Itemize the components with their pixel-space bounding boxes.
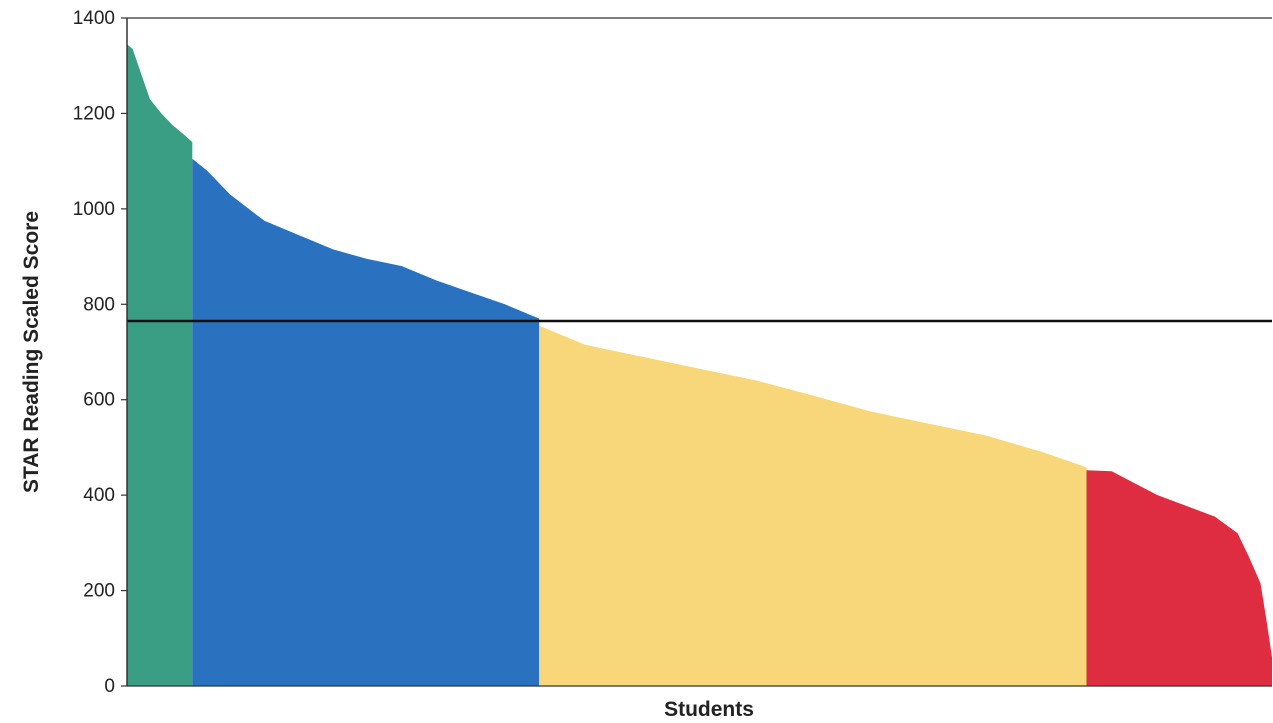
series-areas <box>127 44 1272 687</box>
y-tick-label: 1400 <box>73 8 115 29</box>
y-tick-label: 1200 <box>73 103 115 124</box>
series-area-3 <box>539 325 1087 686</box>
series-area-2 <box>192 158 540 687</box>
series-area-1 <box>127 44 193 686</box>
y-tick-label: 0 <box>104 676 115 697</box>
y-tick-labels: 0 200 400 600 800 1000 1200 1400 <box>73 8 115 697</box>
y-tick-label: 400 <box>83 485 115 506</box>
axes <box>121 17 1272 687</box>
y-tick-label: 600 <box>83 390 115 411</box>
y-tick-label: 1000 <box>73 199 115 220</box>
y-tick-label: 800 <box>83 294 115 315</box>
y-axis-title: STAR Reading Scaled Score <box>20 211 43 493</box>
series-area-4 <box>1086 470 1272 686</box>
y-tick-label: 200 <box>83 581 115 602</box>
x-axis-title: Students <box>664 698 754 721</box>
